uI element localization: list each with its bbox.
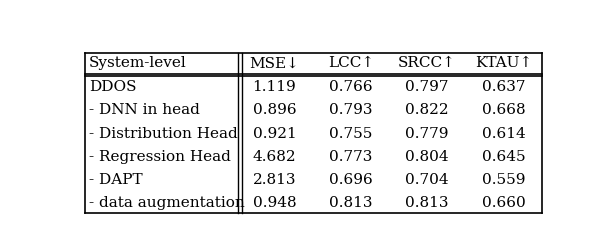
Text: 4.682: 4.682 (252, 150, 296, 164)
Text: 0.779: 0.779 (406, 126, 449, 141)
Text: 0.668: 0.668 (482, 103, 526, 117)
Text: 0.948: 0.948 (252, 196, 296, 210)
Text: 0.793: 0.793 (329, 103, 373, 117)
Text: 0.645: 0.645 (482, 150, 526, 164)
Text: 0.766: 0.766 (329, 80, 373, 94)
Text: - DNN in head: - DNN in head (89, 103, 200, 117)
Text: DDOS: DDOS (89, 80, 137, 94)
Text: 0.813: 0.813 (406, 196, 449, 210)
Text: - DAPT: - DAPT (89, 173, 143, 187)
Text: 0.773: 0.773 (329, 150, 373, 164)
Text: - data augmentation: - data augmentation (89, 196, 245, 210)
Text: 0.696: 0.696 (329, 173, 373, 187)
Text: 0.822: 0.822 (406, 103, 449, 117)
Text: 0.559: 0.559 (482, 173, 526, 187)
Text: - Distribution Head: - Distribution Head (89, 126, 238, 141)
Text: 2.813: 2.813 (253, 173, 296, 187)
Text: 0.813: 0.813 (329, 196, 373, 210)
Text: 0.660: 0.660 (482, 196, 526, 210)
Text: 0.921: 0.921 (252, 126, 296, 141)
Text: LCC↑: LCC↑ (328, 56, 374, 70)
Text: MSE↓: MSE↓ (249, 56, 299, 70)
Text: 0.755: 0.755 (329, 126, 373, 141)
Text: 0.637: 0.637 (482, 80, 526, 94)
Text: KTAU↑: KTAU↑ (475, 56, 533, 70)
Text: System-level: System-level (89, 56, 187, 70)
Text: SRCC↑: SRCC↑ (398, 56, 456, 70)
Text: - Regression Head: - Regression Head (89, 150, 231, 164)
Text: 0.797: 0.797 (406, 80, 449, 94)
Text: 0.896: 0.896 (252, 103, 296, 117)
Text: 0.614: 0.614 (482, 126, 526, 141)
Text: 1.119: 1.119 (252, 80, 296, 94)
Text: 0.704: 0.704 (406, 173, 449, 187)
Text: 0.804: 0.804 (406, 150, 449, 164)
